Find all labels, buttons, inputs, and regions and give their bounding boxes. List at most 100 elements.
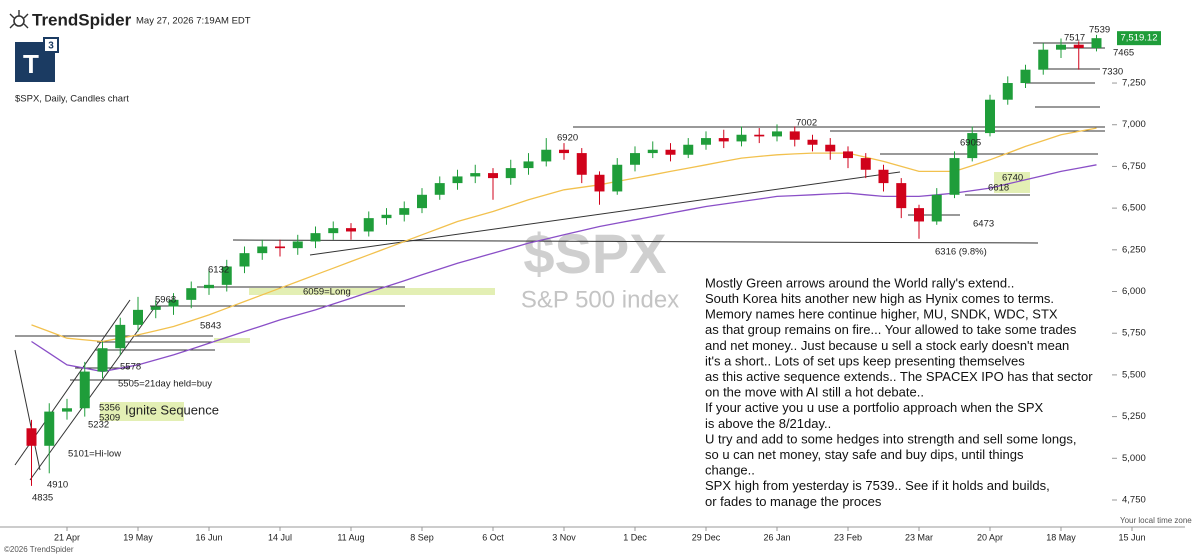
x-tick-label: 16 Jun	[195, 532, 222, 542]
candle-body	[665, 149, 676, 155]
candle-body	[1091, 38, 1102, 49]
annotation: 5101=Hi-low	[68, 449, 121, 460]
candle-body	[399, 208, 410, 215]
candle-body	[239, 253, 250, 267]
candle-body	[576, 153, 587, 175]
commentary-line: and net money.. Just because u sell a st…	[705, 338, 1069, 353]
subtitle: S&P 500 index	[521, 286, 679, 313]
x-tick-label: 14 Jul	[268, 532, 292, 542]
candle-body	[292, 241, 303, 249]
candle-body	[967, 133, 978, 159]
logo-badge: 3	[48, 41, 54, 52]
plot	[26, 34, 1102, 486]
candle-body	[346, 228, 356, 232]
annotation: 6473	[973, 219, 994, 230]
commentary-line: U try and add to some hedges into streng…	[705, 431, 1076, 446]
commentary-line: on the move with AI still a hot debate..	[705, 385, 924, 400]
commentary-line: Mostly Green arrows around the World ral…	[705, 275, 1014, 290]
candle-body	[115, 324, 126, 349]
commentary-line: South Korea hits another new high as Hyn…	[705, 291, 1054, 306]
candle-body	[1002, 83, 1013, 100]
candle-body	[896, 183, 907, 209]
candle-body	[275, 246, 285, 249]
timestamp: May 27, 2026 7:19AM EDT	[136, 16, 251, 27]
candle-body	[186, 288, 197, 300]
commentary-line: Memory names here continue higher, MU, S…	[705, 307, 1058, 322]
candle-body	[488, 173, 498, 179]
candle-body	[328, 228, 339, 234]
candle-body	[878, 169, 889, 184]
candle-body	[701, 138, 711, 145]
annotation: 7002	[796, 118, 817, 129]
candle-body	[754, 134, 765, 137]
candle-body	[133, 309, 143, 325]
candle-body	[949, 158, 960, 195]
annotation: 7465	[1113, 48, 1134, 59]
commentary-line: is above the 8/21day..	[705, 416, 831, 431]
candle-body	[914, 208, 924, 222]
commentary-line: so u can net money, stay safe and buy di…	[705, 447, 1024, 462]
y-tick-label: 7,250	[1122, 78, 1146, 89]
candle-body	[1073, 44, 1084, 49]
candle-body	[381, 214, 392, 219]
logo: T	[23, 49, 39, 79]
annotation: 4835	[32, 493, 53, 504]
candle-body	[772, 131, 782, 137]
candle-body	[1038, 49, 1049, 70]
annotation: 5505=21day held=buy	[118, 379, 212, 390]
candle-body	[718, 138, 729, 142]
x-tick-label: 23 Mar	[905, 532, 933, 542]
candle-body	[825, 144, 836, 152]
x-tick-label: 26 Jan	[763, 532, 790, 542]
annotation: 7517	[1064, 33, 1085, 44]
logo-badge-box	[43, 37, 59, 53]
y-tick-label: 5,250	[1122, 411, 1146, 422]
annotation: 6618	[988, 183, 1009, 194]
commentary-line: SPX high from yesterday is 7539.. See if…	[705, 478, 1050, 493]
overlay-line	[31, 164, 1097, 373]
x-tick-label: 21 Apr	[54, 532, 80, 542]
candle-body	[736, 134, 747, 142]
candle-body	[612, 164, 623, 192]
annotation: 6059=Long	[303, 287, 351, 298]
candle-body	[26, 428, 37, 446]
candle-body	[594, 174, 605, 192]
candle-body	[630, 153, 640, 165]
annotation: 6920	[557, 133, 578, 144]
x-tick-label: 6 Oct	[482, 532, 504, 542]
candle-body	[647, 149, 658, 154]
candle-body	[807, 139, 818, 145]
x-tick-label: 29 Dec	[692, 532, 721, 542]
footer: ©2026 TrendSpider	[4, 545, 74, 554]
x-tick-label: 18 May	[1046, 532, 1076, 542]
last-price-box	[1117, 31, 1161, 46]
y-tick-label: 6,250	[1122, 244, 1146, 255]
x-tick-label: 19 May	[123, 532, 153, 542]
candle-body	[1056, 44, 1066, 50]
y-tick-label: 6,000	[1122, 286, 1146, 297]
commentary-line: it's a short.. Lots of set ups keep pres…	[705, 353, 1025, 368]
candle-body	[789, 131, 800, 140]
candle-body	[505, 168, 516, 179]
candle-body	[44, 411, 55, 446]
annotation: 5843	[200, 321, 221, 332]
candle-body	[310, 233, 321, 242]
candle-body	[168, 299, 179, 307]
candle-body	[221, 266, 232, 285]
y-tick-label: 5,500	[1122, 369, 1146, 380]
candle-body	[363, 218, 374, 232]
candle-body	[150, 306, 161, 310]
candle-body	[470, 173, 481, 177]
x-tick-label: 23 Feb	[834, 532, 862, 542]
commentary-line: or fades to manage the proces	[705, 494, 882, 509]
x-tick-label: 1 Dec	[623, 532, 647, 542]
candle-body	[204, 284, 214, 289]
candle-body	[541, 149, 552, 162]
watermark: $SPX	[523, 222, 666, 285]
y-tick-label: 7,000	[1122, 119, 1146, 130]
x-tick-label: 3 Nov	[552, 532, 576, 542]
candle-body	[843, 151, 853, 159]
candle-body	[1020, 69, 1031, 84]
candle-body	[79, 371, 90, 409]
